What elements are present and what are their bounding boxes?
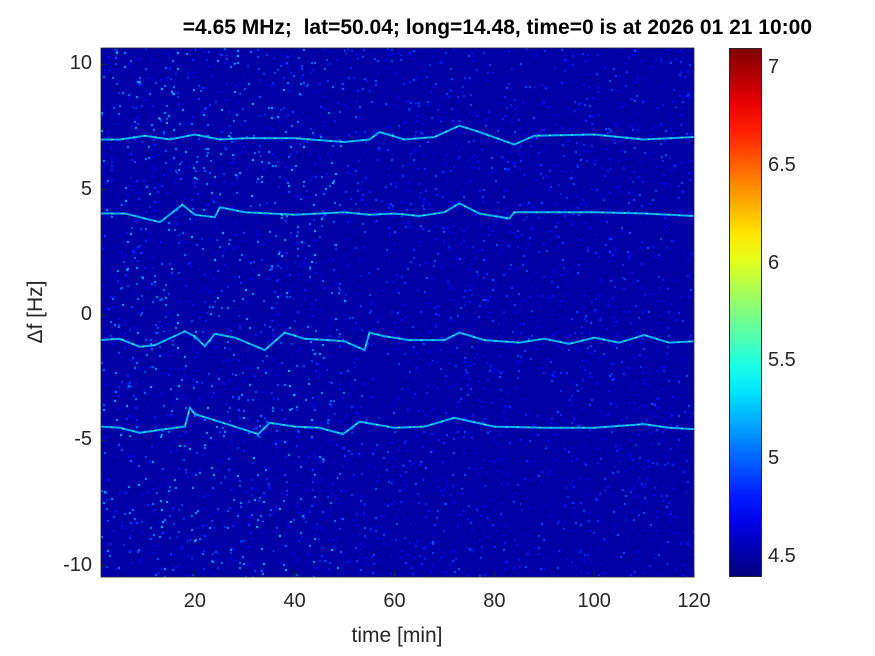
colorbar-tick-label: 6.5 [768, 153, 796, 176]
colorbar-tick-label: 5.5 [768, 349, 796, 372]
colorbar [729, 48, 762, 577]
colorbar-tick-label: 5 [768, 447, 780, 470]
spectrogram-plot [101, 48, 694, 577]
trace-4 [101, 405, 694, 436]
x-tick-label: 120 [677, 590, 711, 612]
x-tick-label: 40 [283, 590, 306, 612]
y-axis-label: Δf [Hz] [24, 280, 47, 344]
trace-2 [101, 202, 694, 224]
y-tick-label: 5 [80, 177, 92, 200]
colorbar-tick-label: 4.5 [768, 545, 796, 568]
plot-border [100, 47, 695, 578]
y-tick-label: -10 [63, 553, 92, 576]
x-tick-label: 20 [183, 590, 206, 612]
chart-title: =4.65 MHz; lat=50.04; long=14.48, time=0… [182, 16, 812, 39]
colorbar-tick-label: 6 [768, 251, 780, 274]
y-tick-label: -5 [74, 428, 92, 451]
x-tick-label: 100 [577, 590, 611, 612]
colorbar-tick-label: 7 [768, 55, 780, 78]
y-tick-label: 10 [69, 52, 92, 75]
trace-3 [101, 330, 694, 352]
trace-1 [101, 124, 694, 146]
traces-layer [101, 124, 694, 436]
y-tick-label: 0 [80, 303, 92, 325]
x-tick-label: 60 [383, 590, 406, 612]
x-axis-label: time [min] [351, 624, 443, 647]
x-tick-label: 80 [483, 590, 506, 612]
